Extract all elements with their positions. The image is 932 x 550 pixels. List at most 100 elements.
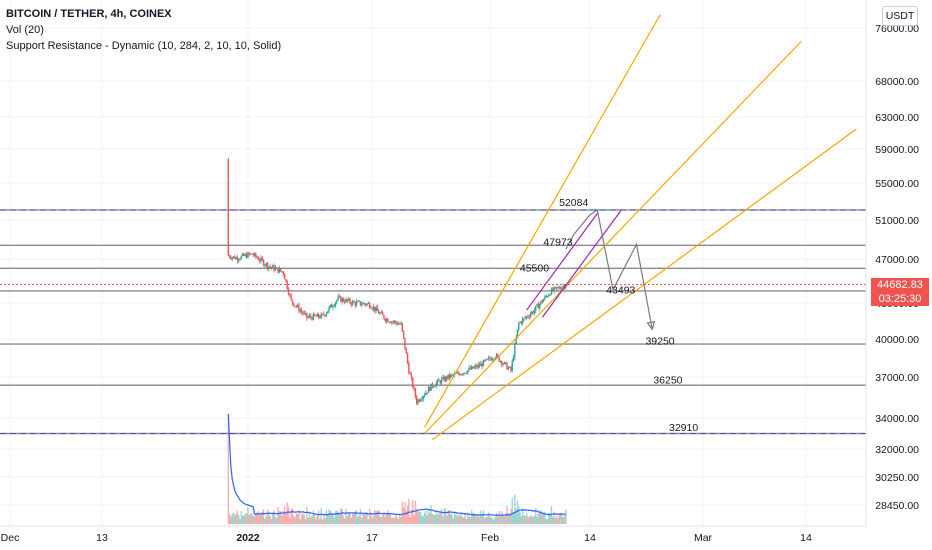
volume-bar xyxy=(273,510,275,524)
volume-bar xyxy=(242,516,244,524)
volume-bar xyxy=(388,514,390,524)
volume-bar xyxy=(497,516,499,524)
volume-bar xyxy=(528,517,530,524)
support-resistance-indicator-label[interactable]: Support Resistance - Dynamic (10, 284, 2… xyxy=(6,40,282,52)
candle-body xyxy=(282,271,284,274)
volume-bar xyxy=(341,509,343,524)
volume-bar xyxy=(251,513,253,524)
volume-bar xyxy=(511,497,513,524)
candle-body xyxy=(374,306,376,312)
volume-bar xyxy=(473,513,475,524)
volume-bar xyxy=(344,518,346,524)
volume-bar xyxy=(230,517,232,524)
volume-bar xyxy=(336,510,338,524)
volume-bar xyxy=(291,508,294,524)
candle-body xyxy=(477,364,479,368)
candle-body xyxy=(347,298,350,301)
candle-body xyxy=(367,303,370,304)
volume-bar xyxy=(464,513,466,524)
candle-body xyxy=(546,296,549,297)
trendlines[interactable] xyxy=(424,14,857,441)
currency-button[interactable]: USDT xyxy=(882,6,918,26)
volume-bar xyxy=(459,515,461,524)
volume-indicator-label[interactable]: Vol (20) xyxy=(6,24,44,36)
volume-bar xyxy=(525,513,528,524)
volume-bar xyxy=(455,515,457,524)
volume-bar xyxy=(362,512,364,524)
candle-body xyxy=(442,376,444,379)
candle-body xyxy=(358,301,360,302)
volume-bar xyxy=(366,511,368,524)
volume-bar xyxy=(561,513,563,524)
volume-bar xyxy=(501,511,503,524)
volume-bar xyxy=(302,512,304,524)
candle-body xyxy=(444,376,447,382)
volume-bar xyxy=(304,519,307,524)
candle-body xyxy=(446,376,448,380)
candle-body xyxy=(238,259,240,261)
countdown-label: 03:25:30 xyxy=(871,292,929,306)
candle-body xyxy=(541,300,544,302)
volume-bar xyxy=(376,510,379,524)
volume-bar xyxy=(395,513,397,524)
volume-bar xyxy=(408,498,410,524)
price-axis[interactable]: 76000.00 68000.00 63000.00 59000.00 55000.00… xyxy=(875,23,919,512)
pitchfork-channel[interactable] xyxy=(526,210,622,318)
volume-bar xyxy=(323,514,325,524)
volume-bar xyxy=(438,513,440,524)
candle-body xyxy=(511,361,513,371)
candle-body xyxy=(256,256,258,258)
volume-bar xyxy=(357,517,359,524)
candle-body xyxy=(484,360,486,362)
candle-body xyxy=(262,260,265,266)
volume-bar xyxy=(346,516,349,524)
candle-body xyxy=(264,265,266,267)
symbol-title[interactable]: BITCOIN / TETHER, 4h, COINEX xyxy=(6,8,172,20)
candle-body xyxy=(524,317,527,319)
volume-bar xyxy=(380,517,383,524)
candle-body xyxy=(503,362,506,364)
candle-body xyxy=(372,306,375,310)
candle-body xyxy=(399,323,401,325)
candle-body xyxy=(548,294,550,297)
candle-body xyxy=(531,311,533,315)
grid xyxy=(0,0,866,526)
volume-bar xyxy=(274,516,277,524)
candle-body xyxy=(235,257,237,260)
candle-body xyxy=(549,294,551,296)
volume-bar xyxy=(355,510,358,524)
candle-body xyxy=(520,321,523,324)
projection-path[interactable] xyxy=(565,208,653,330)
volume-bar xyxy=(361,518,363,524)
volume-bar xyxy=(249,513,252,524)
candle-body xyxy=(536,304,538,306)
volume-bar xyxy=(293,515,295,524)
volume-bar xyxy=(282,510,284,524)
volume-bar xyxy=(268,511,270,524)
volume-bar xyxy=(253,516,256,524)
time-axis[interactable]: Dec 13 2022 17 Feb 14 Mar 14 xyxy=(1,532,812,544)
candle-body xyxy=(283,273,286,280)
candle-body xyxy=(272,265,274,268)
current-price-label: 44682.83 xyxy=(871,278,929,292)
volume-bar xyxy=(277,506,279,524)
volume-bar xyxy=(440,508,443,524)
candle-body xyxy=(487,357,490,359)
candle-body xyxy=(259,260,261,261)
candle-body xyxy=(328,307,330,312)
candle-body xyxy=(376,307,379,311)
candle-body xyxy=(388,322,390,323)
volume-bar xyxy=(548,512,550,524)
candle-body xyxy=(252,254,254,256)
candle-body xyxy=(337,296,339,301)
volume-bar xyxy=(524,515,527,524)
volume-bar xyxy=(484,517,486,524)
volume-bar xyxy=(477,514,479,524)
candle-body xyxy=(346,299,349,301)
time-tick-label: Feb xyxy=(481,532,499,544)
volume-bar xyxy=(504,513,507,524)
volume-bar xyxy=(259,513,261,524)
volume-bar xyxy=(521,508,524,524)
candle-body xyxy=(371,308,373,310)
